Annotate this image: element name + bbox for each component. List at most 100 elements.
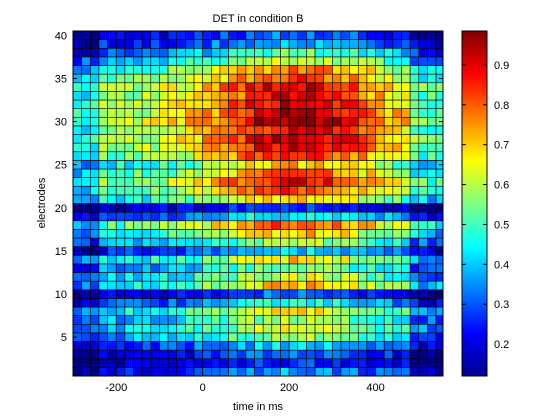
heatmap-cell [419, 221, 428, 230]
heatmap-cell [384, 359, 393, 368]
heatmap-cell [194, 169, 203, 178]
heatmap-cell [229, 48, 238, 57]
heatmap-cell [185, 31, 194, 40]
x-axis-label: time in ms [233, 401, 284, 413]
heatmap-cell [350, 264, 359, 273]
heatmap-cell [99, 100, 108, 109]
heatmap-cell [272, 83, 281, 92]
heatmap-cell [376, 255, 385, 264]
heatmap-cell [332, 100, 341, 109]
heatmap-cell [108, 109, 117, 118]
heatmap-cell [367, 126, 376, 135]
heatmap-cell [159, 342, 168, 351]
heatmap-cell [402, 91, 411, 100]
heatmap-cell [229, 324, 238, 333]
heatmap-cell [289, 109, 298, 118]
heatmap-cell [332, 281, 341, 290]
heatmap-cell [419, 229, 428, 238]
heatmap-cell [306, 48, 315, 57]
heatmap-cell [341, 152, 350, 161]
heatmap-cell [237, 74, 246, 83]
heatmap-cell [82, 204, 91, 213]
heatmap-cell [272, 255, 281, 264]
heatmap-cell [280, 126, 289, 135]
heatmap-cell [393, 126, 402, 135]
heatmap-cell [229, 247, 238, 256]
heatmap-cell [237, 316, 246, 325]
heatmap-cell [168, 57, 177, 66]
heatmap-cell [237, 135, 246, 144]
heatmap-cell [159, 204, 168, 213]
heatmap-cell [402, 48, 411, 57]
heatmap-cell [220, 195, 229, 204]
heatmap-cell [246, 204, 255, 213]
heatmap-cell [220, 204, 229, 213]
heatmap-cell [324, 333, 333, 342]
y-axis-label: electrodes [36, 177, 48, 228]
heatmap-cell [134, 290, 143, 299]
heatmap-cell [393, 57, 402, 66]
heatmap-cell [263, 264, 272, 273]
heatmap-cell [99, 333, 108, 342]
heatmap-cell [142, 359, 151, 368]
heatmap-cell [177, 178, 186, 187]
heatmap-cell [159, 212, 168, 221]
heatmap-cell [341, 324, 350, 333]
heatmap-cell [142, 264, 151, 273]
heatmap-cell [376, 74, 385, 83]
heatmap-cell [384, 135, 393, 144]
heatmap-cell [108, 152, 117, 161]
heatmap-cell [229, 333, 238, 342]
heatmap-cell [332, 109, 341, 118]
heatmap-cell [280, 91, 289, 100]
heatmap-cell [73, 178, 82, 187]
heatmap-cell [410, 40, 419, 49]
heatmap-cell [427, 229, 436, 238]
heatmap-cell [393, 212, 402, 221]
heatmap-cell [272, 117, 281, 126]
heatmap-cell [194, 178, 203, 187]
heatmap-cell [220, 160, 229, 169]
heatmap-cell [229, 109, 238, 118]
heatmap-cell [220, 221, 229, 230]
heatmap-cell [82, 178, 91, 187]
heatmap-cell [82, 117, 91, 126]
heatmap-cell [237, 342, 246, 351]
heatmap-cell [82, 186, 91, 195]
heatmap-cell [185, 255, 194, 264]
x-tick-label: 400 [366, 382, 384, 394]
heatmap-cell [298, 324, 307, 333]
heatmap-cell [419, 316, 428, 325]
heatmap-cell [350, 135, 359, 144]
heatmap-cell [211, 83, 220, 92]
heatmap-cell [436, 221, 443, 230]
heatmap-cell [384, 109, 393, 118]
heatmap-cell [410, 281, 419, 290]
heatmap-cell [142, 195, 151, 204]
heatmap-cell [272, 204, 281, 213]
heatmap-cell [436, 100, 443, 109]
heatmap-cell [358, 117, 367, 126]
heatmap-cell [272, 40, 281, 49]
heatmap-cell [142, 281, 151, 290]
heatmap-cell [125, 91, 134, 100]
heatmap-cell [419, 367, 428, 376]
heatmap-cell [82, 298, 91, 307]
heatmap-cell [142, 212, 151, 221]
heatmap-cell [280, 66, 289, 75]
heatmap-cell [73, 143, 82, 152]
heatmap-cell [350, 367, 359, 376]
heatmap-cell [229, 100, 238, 109]
heatmap-cell [116, 324, 125, 333]
heatmap-cell [436, 83, 443, 92]
heatmap-cell [358, 324, 367, 333]
heatmap-cell [134, 160, 143, 169]
heatmap-cell [324, 238, 333, 247]
heatmap-cell [73, 126, 82, 135]
heatmap-cell [134, 143, 143, 152]
heatmap-cell [367, 333, 376, 342]
heatmap-cell [306, 255, 315, 264]
heatmap-cell [289, 178, 298, 187]
heatmap-cell [90, 359, 99, 368]
